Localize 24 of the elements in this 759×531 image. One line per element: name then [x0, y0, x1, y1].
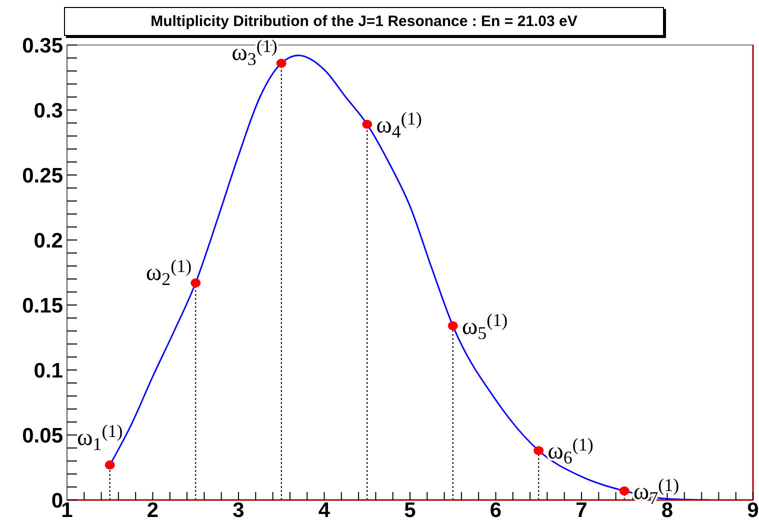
y-tick-label: 0 — [51, 489, 63, 512]
y-tick-label: 0.25 — [22, 164, 64, 188]
point — [362, 120, 372, 129]
y-tick-label: 0.05 — [22, 424, 64, 448]
y-tick-label: 0.1 — [34, 359, 64, 382]
point — [534, 446, 544, 456]
chart-title: Multiplicity Ditribution of the J=1 Resonance : En = 21.03 eV — [64, 7, 664, 36]
x-tick-label: 7 — [576, 498, 588, 522]
x-tick-label: 4 — [318, 498, 330, 522]
x-tick-label: 5 — [404, 498, 416, 522]
x-tick-label: 6 — [490, 498, 502, 522]
y-tick-label: 0.35 — [22, 34, 64, 58]
x-tick-label: 1 — [61, 498, 74, 522]
y-tick-label: 0.15 — [22, 294, 64, 318]
y-tick-label: 0.2 — [34, 229, 63, 252]
point — [190, 278, 201, 288]
x-tick-label: 2 — [146, 498, 159, 522]
point — [619, 486, 630, 496]
x-tick-label: 3 — [232, 498, 244, 522]
point — [448, 321, 458, 330]
point — [104, 460, 115, 470]
x-tick-label: 9 — [747, 498, 759, 522]
y-tick-label: 0.3 — [34, 99, 63, 122]
point — [276, 58, 286, 68]
